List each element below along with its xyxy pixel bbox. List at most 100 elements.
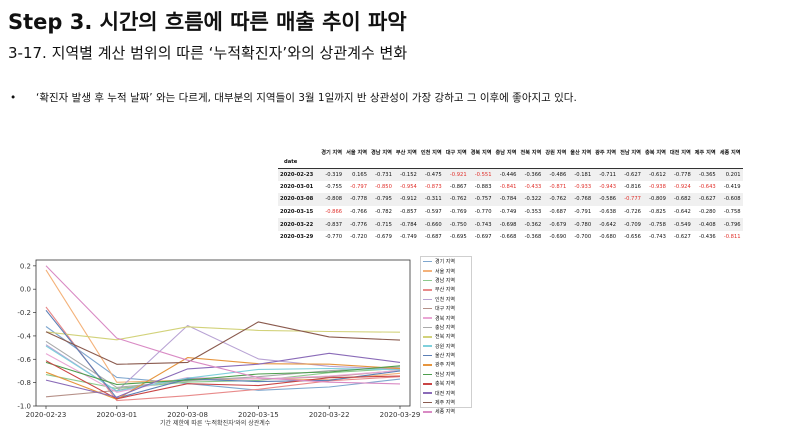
table-cell: -0.436 [698, 234, 716, 241]
page-title: Step 3. 시간의 흐름에 따른 매출 추이 파악 [8, 10, 407, 34]
table-cell: -0.695 [449, 234, 467, 241]
table-cell: -0.682 [674, 196, 691, 203]
correlation-table: 경기 지역 서울 지역 경남 지역 부산 지역 인천 지역 대구 지역 경북 지역 충남 지역… [278, 147, 743, 244]
table-cell: -0.679 [375, 234, 392, 241]
table-cell: -0.551 [474, 171, 492, 178]
x-tick-label: 2020-03-01 [96, 411, 137, 419]
table-cell: -0.938 [649, 183, 666, 190]
chart-axes [35, 259, 411, 407]
table-corner [278, 147, 319, 157]
table-cell: -0.867 [449, 183, 467, 190]
table-cell: -0.679 [549, 221, 567, 228]
table-cell: -0.711 [599, 171, 617, 178]
table-cell: -0.778 [674, 171, 691, 178]
legend-item: 제주 지역 [421, 398, 471, 407]
table-cell: -0.871 [549, 183, 567, 190]
y-tick-label: -0.6 [17, 356, 31, 364]
legend-item: 충남 지역 [421, 323, 471, 332]
table-cell: -0.749 [499, 209, 517, 216]
table-cell: -0.638 [599, 209, 617, 216]
bullet-text: ‘확진자 발생 후 누적 날짜’ 와는 다르게, 대부분의 지역들이 3월 1일… [36, 92, 577, 104]
legend-item: 강원 지역 [421, 342, 471, 351]
legend-label: 제주 지역 [435, 400, 455, 407]
table-column-header: 경남 지역 [371, 149, 392, 156]
x-tick-label: 2020-03-15 [238, 411, 279, 419]
table-cell: -0.762 [549, 196, 567, 203]
table-cell: -0.731 [375, 171, 392, 178]
table-cell: -0.726 [624, 209, 641, 216]
table-column-header: 전남 지역 [620, 149, 641, 156]
x-tick-label: 2020-02-23 [26, 411, 67, 419]
legend-item: 경북 지역 [421, 313, 471, 322]
table-cell: -0.850 [375, 183, 392, 190]
legend-item: 경남 지역 [421, 276, 471, 285]
row-date: 2020-03-29 [280, 234, 314, 241]
legend-item: 광주 지역 [421, 360, 471, 369]
row-date: 2020-03-22 [280, 221, 314, 228]
legend-swatch [423, 345, 432, 347]
legend-label: 강원 지역 [435, 343, 455, 350]
table-cell: -0.797 [350, 183, 367, 190]
legend-swatch [423, 401, 432, 404]
table-column-header: 경기 지역 [321, 149, 343, 156]
legend-label: 전남 지역 [435, 371, 455, 378]
y-tick-label: 0.0 [20, 286, 31, 294]
table-cell: -0.419 [723, 183, 741, 190]
legend-swatch [423, 354, 432, 357]
table-cell: -0.743 [649, 234, 666, 241]
legend-label: 울산 지역 [435, 353, 455, 360]
table-cell: -0.770 [474, 209, 492, 216]
table-index-spacer [469, 157, 494, 168]
table-cell: -0.697 [474, 234, 492, 241]
legend-item: 부산 지역 [421, 285, 471, 294]
legend-item: 인천 지역 [421, 295, 471, 304]
table-index-spacer [518, 157, 543, 168]
table-cell: -0.758 [649, 221, 666, 228]
table-cell: -0.698 [499, 221, 517, 228]
table-cell: -0.720 [350, 234, 367, 241]
table-cell: -0.778 [350, 196, 367, 203]
legend-item: 전북 지역 [421, 332, 471, 341]
table-cell: -0.152 [400, 171, 417, 178]
table-cell: -0.586 [599, 196, 617, 203]
table-index-label: date [284, 159, 298, 166]
table-cell: -0.715 [375, 221, 392, 228]
table-cell: -0.612 [649, 171, 666, 178]
table-cell: -0.883 [474, 183, 492, 190]
legend-label: 인천 지역 [435, 296, 455, 303]
table-column-header: 대구 지역 [445, 149, 467, 156]
table-index-spacer [344, 157, 369, 168]
legend-label: 부산 지역 [435, 287, 455, 294]
table-cell: -0.780 [574, 221, 592, 228]
table-column-header: 충남 지역 [495, 149, 517, 156]
table-index-spacer [593, 157, 618, 168]
table-cell: -0.755 [325, 183, 343, 190]
legend-label: 충남 지역 [435, 324, 455, 331]
x-axis-caption: 기간 제한에 따른 '누적확진자'와의 상관계수 [160, 420, 271, 427]
table-cell: -0.690 [549, 234, 567, 241]
y-tick-label: -0.2 [17, 309, 31, 317]
table-column-header: 제주 지역 [694, 149, 716, 156]
legend-item: 충북 지역 [421, 379, 471, 388]
legend-swatch [423, 279, 432, 282]
row-date: 2020-03-08 [280, 196, 314, 203]
legend-item: 서울 지역 [421, 266, 471, 275]
y-tick-label: -1.0 [17, 403, 31, 411]
table-cell: -0.841 [499, 183, 517, 190]
series-line [45, 306, 401, 402]
y-tick-label: 0.2 [20, 262, 31, 270]
legend-swatch [423, 336, 432, 338]
plot-frame [35, 259, 411, 407]
series-line [45, 340, 401, 388]
table-cell: -0.776 [350, 221, 367, 228]
table-cell: -0.181 [574, 171, 592, 178]
table-cell: -0.660 [424, 221, 442, 228]
table-column-header: 강원 지역 [545, 149, 567, 156]
table-column-header: 세종 지역 [719, 149, 741, 156]
table-cell: -0.608 [723, 196, 741, 203]
table-cell: -0.627 [624, 171, 641, 178]
table-cell: -0.758 [723, 209, 741, 216]
table-cell: -0.768 [574, 196, 592, 203]
table-cell: -0.408 [698, 221, 716, 228]
x-tick-label: 2020-03-22 [309, 411, 350, 419]
